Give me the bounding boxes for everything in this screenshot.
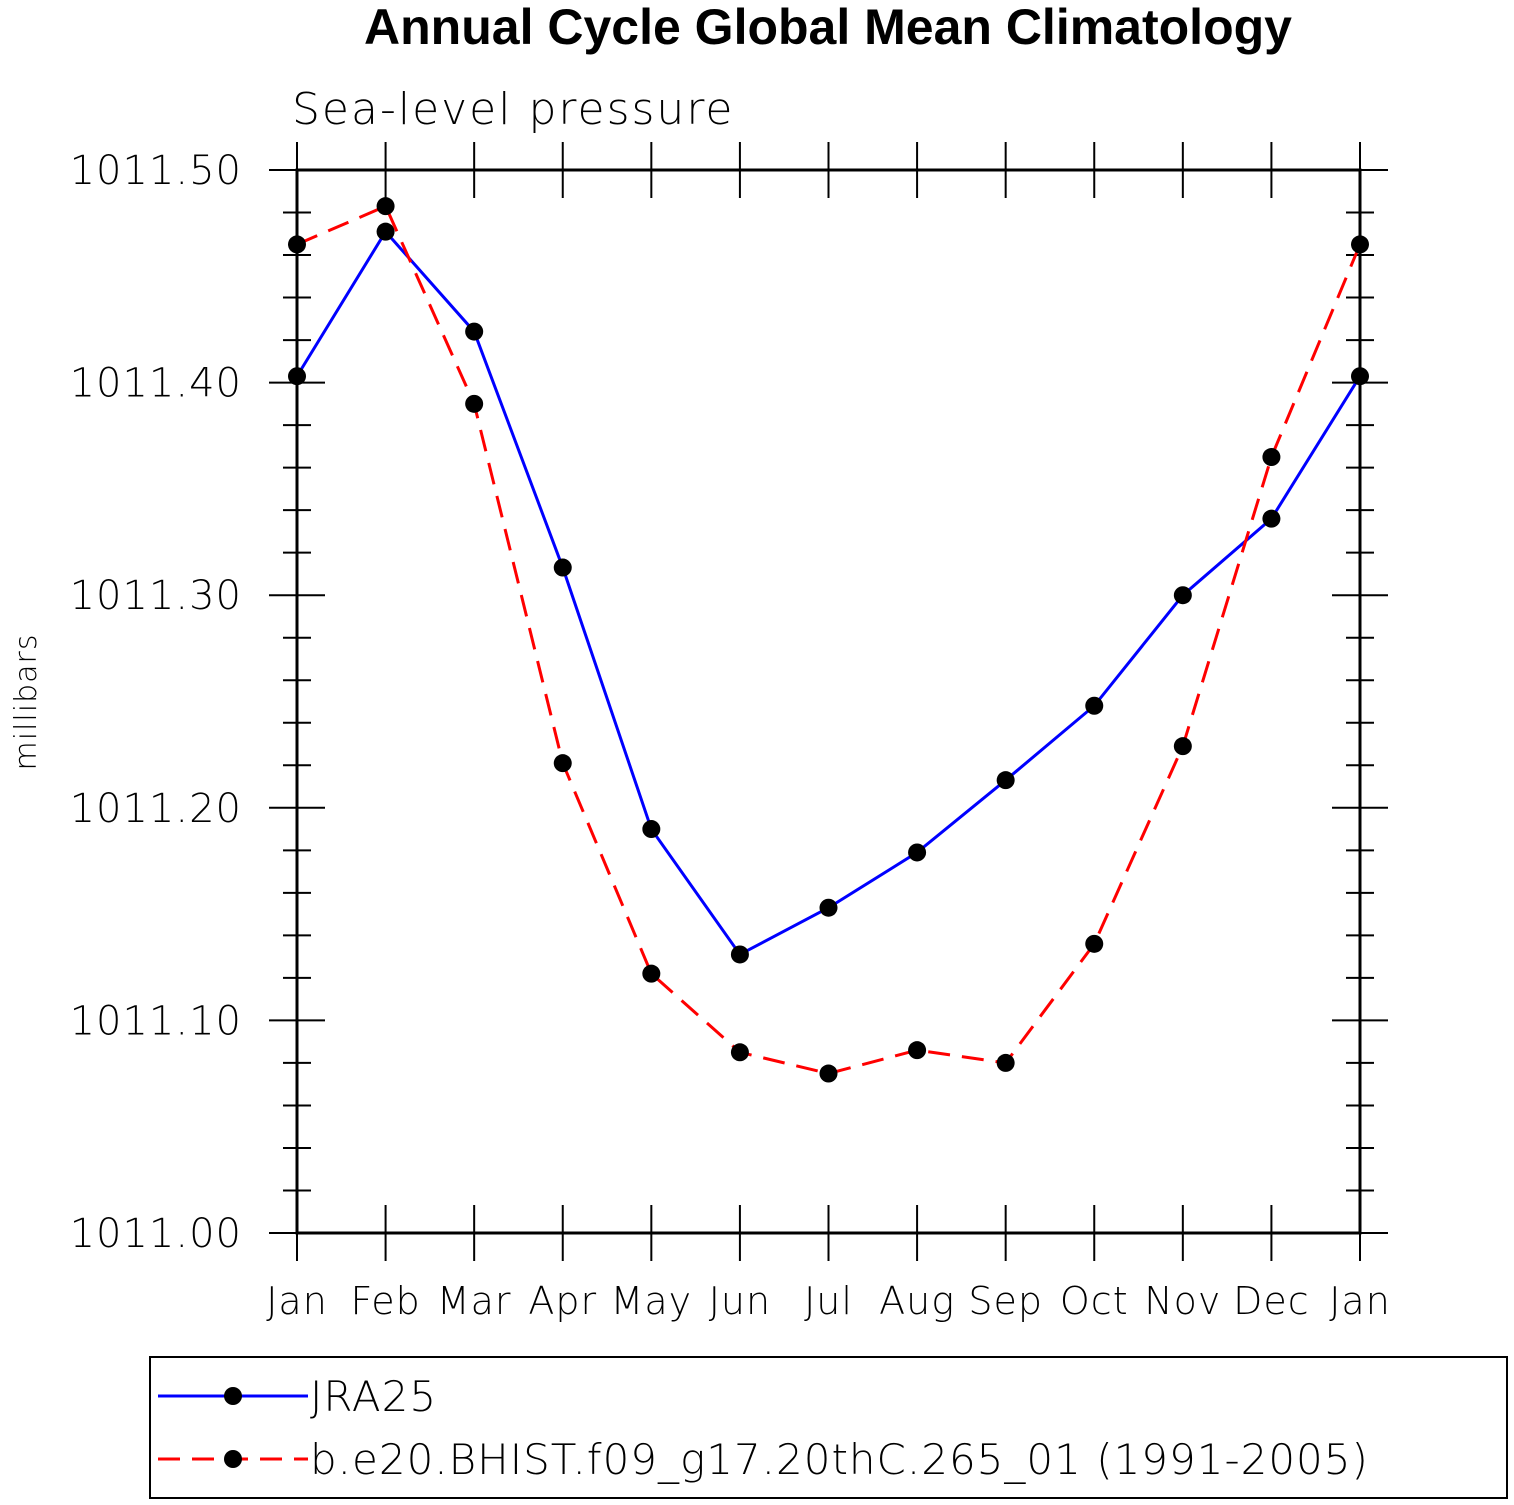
x-tick-label: Feb <box>350 1279 420 1323</box>
y-tick-label: 1011.20 <box>70 786 242 832</box>
legend-label-model: b.e20.BHIST.f09_g17.20thC.265_01 (1991-2… <box>310 1435 1369 1484</box>
series-1-point <box>1262 448 1281 467</box>
series-0-point <box>1173 586 1192 605</box>
x-tick-label: Jul <box>804 1279 853 1323</box>
series-1-point <box>1173 737 1192 756</box>
legend: JRA25 b.e20.BHIST.f09_g17.20thC.265_01 (… <box>149 1356 1508 1499</box>
series-0-point <box>376 222 395 241</box>
legend-box <box>149 1356 1508 1499</box>
x-tick-label: Nov <box>1144 1279 1221 1323</box>
x-tick-label: Dec <box>1233 1279 1310 1323</box>
series-0-point <box>730 945 749 964</box>
legend-marker-jra25 <box>224 1387 242 1405</box>
series-1-point <box>376 197 395 216</box>
series-1-point <box>908 1041 927 1060</box>
axes: 1011.00 1011.10 1011.20 1011.30 1011.40 1011.… <box>70 142 1391 1323</box>
chart-title: Annual Cycle Global Mean Climatology <box>364 0 1292 55</box>
series-line-1 <box>296 204 1362 1076</box>
series-0-point <box>1262 509 1281 528</box>
series-0-point <box>996 771 1015 790</box>
series-layer <box>288 197 1369 1083</box>
x-tick-label: Oct <box>1060 1279 1129 1323</box>
x-tick-label: Jan <box>1329 1279 1391 1323</box>
chart-subtitle: Sea-level pressure <box>292 84 735 135</box>
x-tick-label: Jun <box>709 1279 771 1323</box>
series-1-point <box>642 964 661 983</box>
series-0-point <box>819 898 838 917</box>
x-tick-label: Sep <box>968 1279 1043 1323</box>
series-1-point <box>553 754 572 773</box>
legend-marker-model <box>224 1450 242 1468</box>
x-tick-label: Aug <box>879 1279 955 1323</box>
legend-label-jra25: JRA25 <box>310 1372 437 1421</box>
y-tick-label: 1011.50 <box>70 148 242 194</box>
series-0-point <box>553 558 572 577</box>
x-tick-label: Mar <box>437 1279 512 1323</box>
y-tick-label: 1011.10 <box>70 998 242 1044</box>
y-axis-label: millibars <box>9 634 44 771</box>
x-tick-label: Jan <box>266 1279 328 1323</box>
series-0-point <box>642 820 661 839</box>
series-0-point <box>1085 696 1104 715</box>
series-0-point <box>1351 367 1369 386</box>
series-0-point <box>288 367 306 386</box>
series-0-point <box>465 322 484 341</box>
series-1-point <box>465 394 484 413</box>
series-1-point <box>819 1064 838 1083</box>
x-tick-label: Apr <box>528 1279 597 1323</box>
series-1-point <box>288 235 306 254</box>
series-line-0 <box>295 229 1362 957</box>
y-tick-label: 1011.00 <box>70 1211 242 1257</box>
series-1-point <box>1351 235 1369 254</box>
series-1-point <box>730 1043 749 1062</box>
series-1-point <box>1085 934 1104 953</box>
y-tick-label: 1011.30 <box>70 573 242 619</box>
x-tick-label: May <box>611 1279 693 1323</box>
y-tick-label: 1011.40 <box>70 361 242 407</box>
series-0-point <box>908 843 927 862</box>
series-1-point <box>996 1053 1015 1072</box>
